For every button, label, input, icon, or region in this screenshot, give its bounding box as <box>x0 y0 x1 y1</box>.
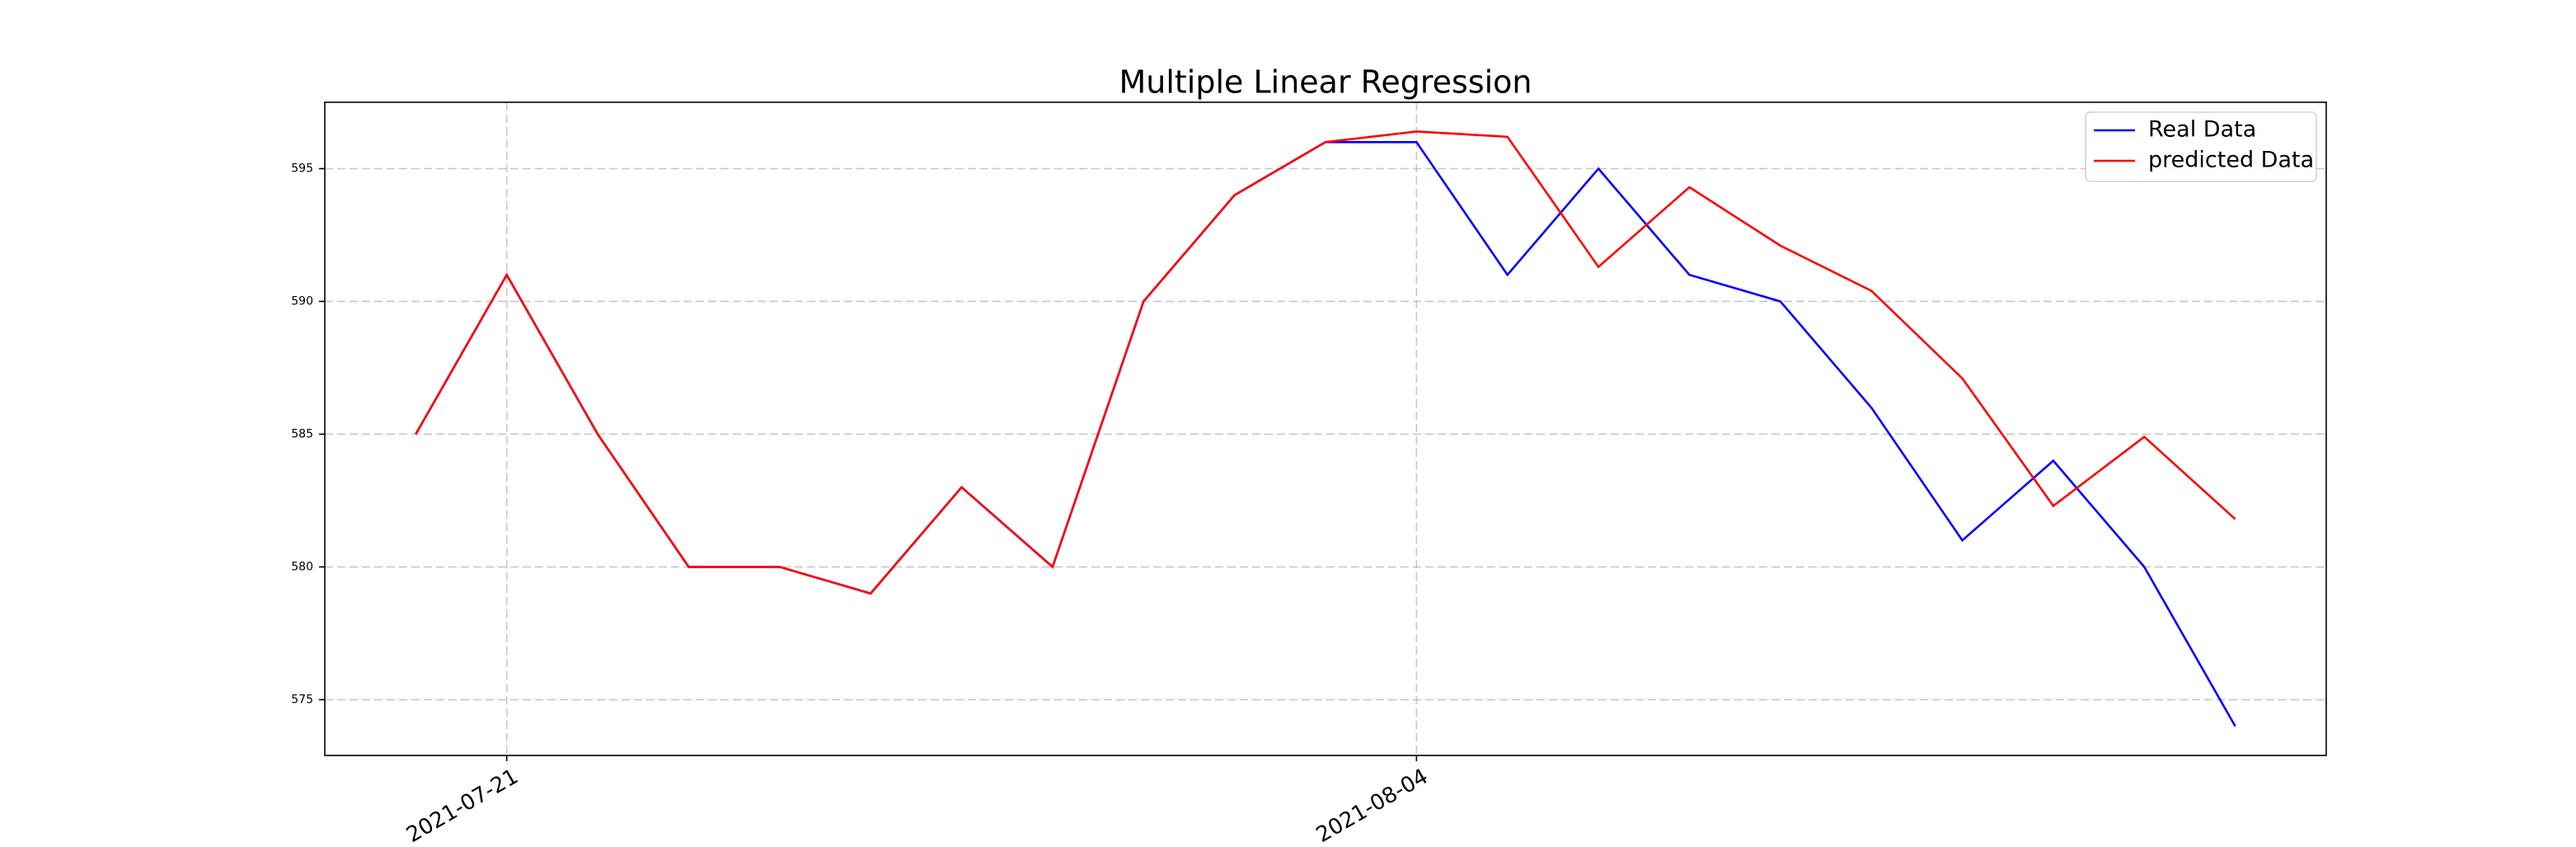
legend-label: predicted Data <box>2148 148 2314 173</box>
chart-title: Multiple Linear Regression <box>1119 64 1532 101</box>
legend-box <box>2085 111 2317 182</box>
x-tick-label: 2021-08-04 <box>1312 765 1433 847</box>
legend-label: Real Data <box>2148 117 2256 143</box>
x-tick-label: 2021-07-21 <box>402 765 523 847</box>
series-line <box>415 130 2236 595</box>
y-tick-label: 580 <box>291 560 313 573</box>
plot-frame <box>324 101 2327 756</box>
y-tick-label: 585 <box>291 427 313 440</box>
y-tick-label: 590 <box>291 294 313 308</box>
y-tick-label: 595 <box>291 162 313 175</box>
y-tick-label: 575 <box>291 693 313 706</box>
